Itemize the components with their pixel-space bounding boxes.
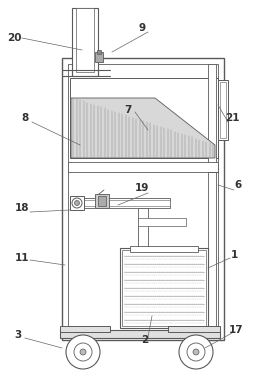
Circle shape xyxy=(72,198,82,208)
Bar xyxy=(122,250,206,326)
Circle shape xyxy=(187,343,205,361)
Circle shape xyxy=(66,335,100,369)
Bar xyxy=(60,330,220,338)
Bar xyxy=(95,194,109,208)
Text: 2: 2 xyxy=(141,335,149,345)
Text: 8: 8 xyxy=(21,113,29,123)
Circle shape xyxy=(80,349,86,355)
Bar xyxy=(220,82,226,138)
Bar xyxy=(70,78,218,158)
Text: 17: 17 xyxy=(229,325,243,335)
Text: 1: 1 xyxy=(230,250,238,260)
Text: 11: 11 xyxy=(15,253,29,263)
Bar xyxy=(130,246,198,252)
Polygon shape xyxy=(71,98,215,158)
Bar xyxy=(70,198,170,208)
Text: 18: 18 xyxy=(15,203,29,213)
Circle shape xyxy=(179,335,213,369)
Bar xyxy=(68,162,218,172)
Bar xyxy=(72,8,98,76)
Bar xyxy=(60,326,110,332)
Bar xyxy=(208,64,216,336)
Text: 20: 20 xyxy=(7,33,21,43)
Text: 19: 19 xyxy=(135,183,149,193)
Bar xyxy=(168,326,220,332)
Bar xyxy=(120,248,208,328)
Text: 3: 3 xyxy=(14,330,22,340)
Bar xyxy=(76,8,94,72)
Circle shape xyxy=(74,343,92,361)
Bar xyxy=(95,52,103,62)
Text: 6: 6 xyxy=(234,180,242,190)
Circle shape xyxy=(74,200,80,206)
Circle shape xyxy=(193,349,199,355)
Text: 7: 7 xyxy=(124,105,132,115)
Bar xyxy=(97,50,101,54)
Bar xyxy=(62,58,224,340)
Bar xyxy=(70,200,170,206)
Bar xyxy=(68,64,218,334)
Bar xyxy=(138,208,148,268)
Text: 21: 21 xyxy=(225,113,239,123)
Text: 9: 9 xyxy=(138,23,146,33)
Bar xyxy=(68,172,208,332)
Bar xyxy=(70,196,84,210)
Bar xyxy=(98,196,106,206)
Bar xyxy=(138,218,186,226)
Bar xyxy=(218,80,228,140)
